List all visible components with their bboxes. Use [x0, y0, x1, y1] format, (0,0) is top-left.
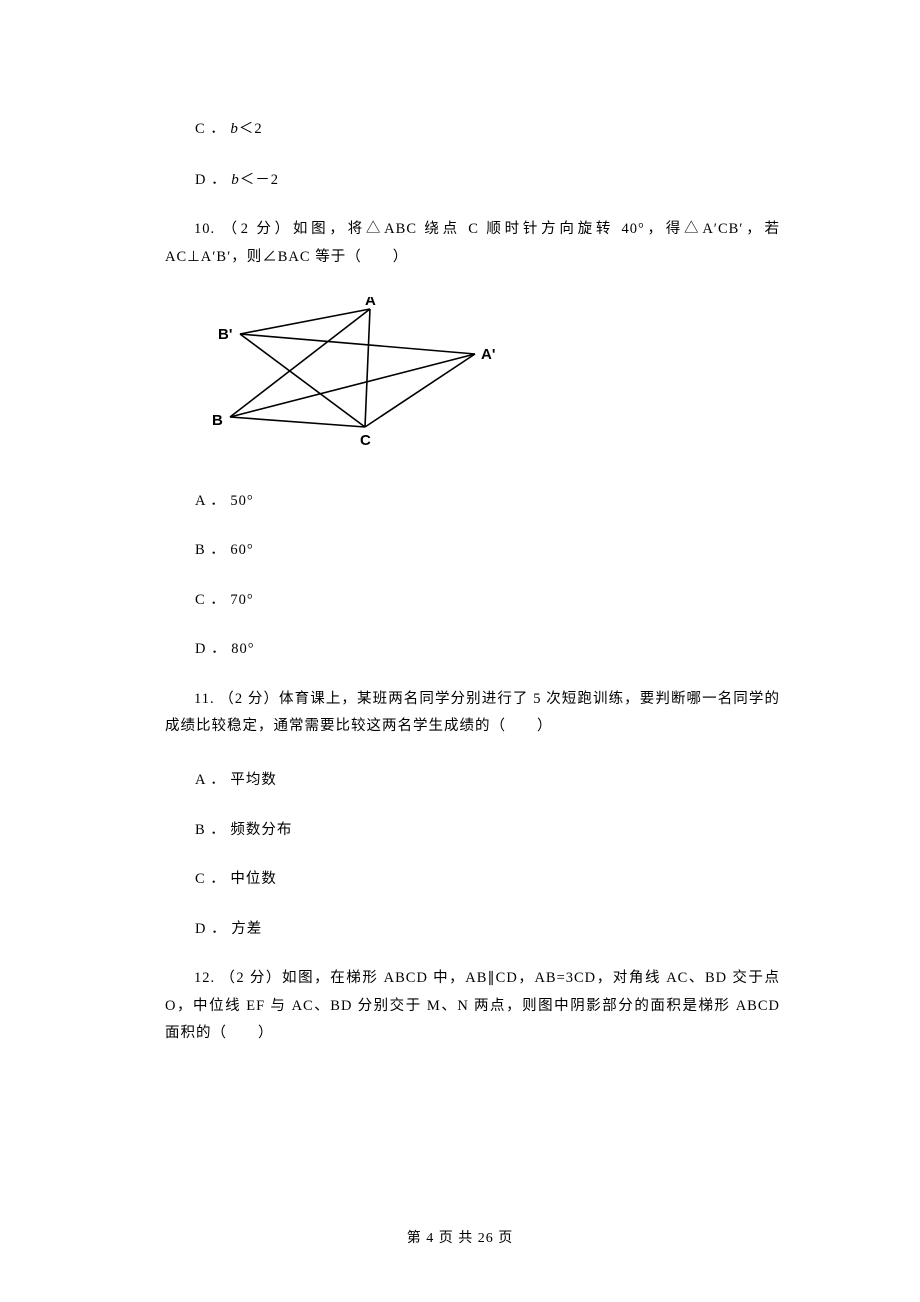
prev-option-c: C ． b＜2 [165, 115, 780, 144]
svg-text:A: A [365, 297, 376, 309]
q10-option-a: A ． 50° [165, 488, 780, 516]
opt-c-var: b [230, 121, 239, 137]
q10-option-b: B ． 60° [165, 537, 780, 565]
opt-c-label: C ． [195, 121, 226, 137]
q11-option-a: A ． 平均数 [165, 767, 780, 795]
q11-option-d: D ． 方差 [165, 916, 780, 944]
q11-option-c: C ． 中位数 [165, 866, 780, 894]
svg-text:C: C [360, 432, 371, 449]
q10-option-c: C ． 70° [165, 587, 780, 615]
q11-option-b: B ． 频数分布 [165, 817, 780, 845]
triangle-rotation-diagram: A B' A' B C [195, 297, 505, 457]
q10-option-d: D ． 80° [165, 636, 780, 664]
svg-text:B': B' [218, 326, 232, 343]
question-11-text: 11. （2 分）体育课上，某班两名同学分别进行了 5 次短跑训练，要判断哪一名… [165, 686, 780, 741]
opt-d-label: D ． [195, 172, 227, 188]
opt-d-var: b [231, 172, 240, 188]
svg-text:A': A' [481, 346, 495, 363]
opt-c-rel: ＜2 [239, 121, 263, 137]
opt-d-rel: ＜－2 [240, 172, 279, 188]
prev-option-d: D ． b＜－2 [165, 166, 780, 195]
page-content: C ． b＜2 D ． b＜－2 10. （2 分）如图，将△ABC 绕点 C … [0, 0, 920, 1048]
page-footer: 第 4 页 共 26 页 [0, 1227, 920, 1247]
question-10-text: 10. （2 分）如图，将△ABC 绕点 C 顺时针方向旋转 40°，得△A′C… [165, 216, 780, 271]
svg-text:B: B [212, 412, 223, 429]
question-10-diagram: A B' A' B C [195, 297, 780, 468]
question-12-text: 12. （2 分）如图，在梯形 ABCD 中，AB∥CD，AB=3CD，对角线 … [165, 965, 780, 1048]
